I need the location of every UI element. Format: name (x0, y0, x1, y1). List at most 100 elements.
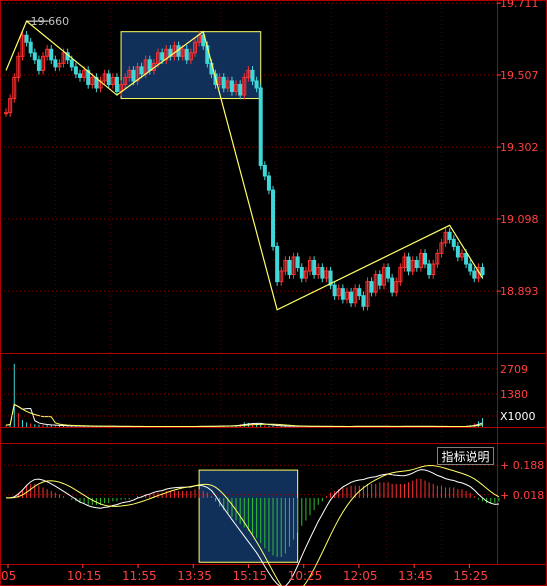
candle-body (32, 52, 37, 61)
candle-body (472, 270, 477, 279)
candle-body (242, 76, 247, 96)
candle-body (217, 76, 222, 85)
candle-body (73, 66, 78, 75)
candle-body (340, 288, 345, 300)
candle-body (369, 281, 374, 293)
candle-body (123, 76, 128, 85)
x-tick-label: 10:15 (67, 569, 102, 583)
candle-body (262, 164, 267, 177)
macd-dea-line (6, 465, 500, 586)
volume-ma-line-2 (5, 403, 483, 427)
price-tick-label: 19.098 (500, 213, 539, 226)
candle-body (447, 231, 452, 240)
candle-body (295, 256, 300, 269)
candle-body (250, 69, 255, 82)
price-tick-label: 18.893 (500, 285, 539, 298)
candle-body (28, 41, 33, 54)
price-tick-label: 19.302 (500, 141, 539, 154)
candle-body (435, 252, 440, 265)
candle-body (336, 288, 341, 297)
candle-body (402, 256, 407, 269)
macd-tick-label: + 0.188 (500, 459, 544, 472)
price-tick-label: 19.507 (500, 69, 539, 82)
candle-body (86, 69, 91, 85)
candle-body (102, 73, 107, 82)
candle-body (229, 80, 234, 93)
candle-body (291, 256, 296, 276)
candle-body (332, 284, 337, 297)
candle-body (69, 59, 74, 68)
candle-body (135, 66, 140, 82)
candle-body (12, 76, 17, 100)
candle-body (312, 259, 317, 276)
candle-body (221, 76, 226, 89)
candle-body (36, 59, 41, 71)
candle-body (184, 48, 189, 61)
candle-body (394, 281, 399, 293)
candle-body (480, 267, 485, 276)
candle-body (361, 295, 366, 307)
candle-body (271, 189, 276, 247)
candle-body (398, 267, 403, 283)
candle-body (90, 76, 95, 85)
candle-body (77, 73, 82, 78)
candle-body (147, 59, 152, 71)
price-tick-label: 19.711 (500, 0, 539, 10)
candle-body (455, 245, 460, 258)
candle-body (410, 259, 415, 272)
candle-body (275, 245, 280, 283)
x-tick-label: 11:55 (122, 569, 157, 583)
candle-body (406, 256, 411, 272)
volume-tick-label: 2709 (500, 363, 528, 376)
candle-body (114, 76, 119, 93)
x-tick-label: 13:35 (177, 569, 212, 583)
candle-body (180, 48, 185, 57)
candle-body (308, 259, 313, 272)
volume-tick-label: X1000 (500, 410, 536, 423)
x-tick-label: 12:05 (343, 569, 378, 583)
candle-body (357, 288, 362, 297)
candle-body (365, 281, 370, 307)
candle-body (316, 267, 321, 276)
candle-body (49, 48, 54, 61)
candle-body (254, 80, 259, 89)
x-tick-label: 10:25 (288, 569, 323, 583)
candle-body (303, 270, 308, 279)
candle-body (443, 231, 448, 244)
candle-body (127, 69, 132, 78)
candle-body (57, 62, 62, 68)
candle-body (386, 267, 391, 279)
candle-body (8, 98, 13, 114)
candle-body (427, 263, 432, 276)
candle-body (299, 267, 304, 279)
candle-body (418, 252, 423, 269)
candle-body (41, 55, 46, 71)
candle-body (20, 34, 25, 57)
candle-body (344, 291, 349, 300)
candle-body (464, 252, 469, 265)
candle-body (414, 259, 419, 269)
x-tick-label: 15:15 (233, 569, 268, 583)
candle-body (16, 55, 21, 78)
candle-body (4, 112, 9, 115)
candle-body (234, 83, 239, 93)
candle-body (283, 259, 288, 272)
candle-body (238, 83, 243, 96)
macd-tick-label: + 0.018 (500, 489, 544, 502)
candle-body (439, 242, 444, 254)
candle-body (246, 69, 251, 78)
candle-body (82, 69, 87, 78)
candle-body (373, 274, 378, 293)
candle-body (164, 48, 169, 61)
candle-body (192, 41, 197, 54)
candle-body (131, 69, 136, 82)
x-tick-label: 05 (1, 569, 16, 583)
candle-body (188, 52, 193, 61)
candle-body (287, 259, 292, 276)
candle-body (431, 263, 436, 276)
candle-body (156, 52, 161, 64)
indicator-help-button[interactable]: 指标说明 (437, 447, 494, 465)
candle-body (279, 270, 284, 283)
candle-body (377, 274, 382, 286)
candle-body (328, 270, 333, 286)
